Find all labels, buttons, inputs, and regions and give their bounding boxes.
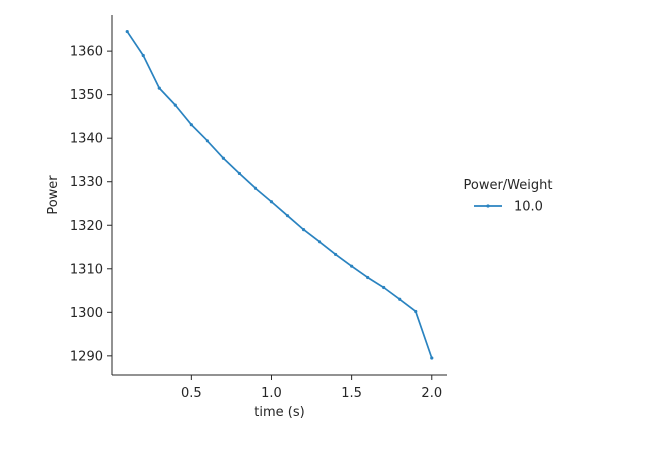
legend-entry-label: 10.0 (514, 200, 543, 215)
data-point (157, 86, 161, 90)
data-point (141, 53, 145, 58)
data-point (237, 171, 242, 176)
x-tick-label: 0.5 (181, 386, 202, 401)
y-tick-label: 1310 (70, 262, 103, 277)
x-tick-label: 1.0 (261, 386, 282, 401)
data-point (269, 200, 274, 204)
data-point (301, 228, 306, 232)
data-point (398, 297, 402, 301)
y-tick-label: 1360 (70, 45, 103, 60)
y-ticks: 1290 1300 1310 1320 1330 1340 1350 1360 (70, 45, 112, 364)
y-axis-label: Power (46, 175, 61, 215)
y-tick-label: 1330 (70, 175, 103, 190)
data-point (253, 186, 258, 190)
axes (111, 15, 447, 376)
data-point (125, 29, 129, 34)
data-point (189, 123, 193, 127)
y-tick-label: 1340 (70, 132, 103, 147)
data-point (317, 240, 322, 244)
x-tick-label: 2.0 (421, 386, 442, 401)
x-tick-label: 1.5 (341, 386, 362, 401)
y-tick-label: 1350 (70, 88, 103, 103)
legend-title: Power/Weight (464, 178, 553, 193)
data-point (414, 309, 418, 314)
series-line (126, 31, 433, 359)
data-point (285, 214, 290, 218)
data-point (382, 285, 386, 290)
data-point (205, 139, 209, 143)
legend-marker-swatch (486, 204, 490, 208)
legend: Power/Weight 10.0 (464, 178, 553, 215)
data-point (334, 252, 338, 257)
x-axis-label: time (s) (254, 405, 304, 420)
data-point (173, 103, 177, 107)
y-tick-label: 1320 (70, 219, 103, 234)
plot-area (125, 29, 434, 360)
data-point (430, 356, 434, 360)
data-point (366, 275, 370, 280)
y-tick-label: 1300 (70, 306, 103, 321)
y-tick-label: 1290 (70, 349, 103, 364)
data-point (221, 156, 225, 160)
data-point (350, 264, 354, 268)
x-ticks: 0.5 1.0 1.5 2.0 (181, 375, 442, 401)
